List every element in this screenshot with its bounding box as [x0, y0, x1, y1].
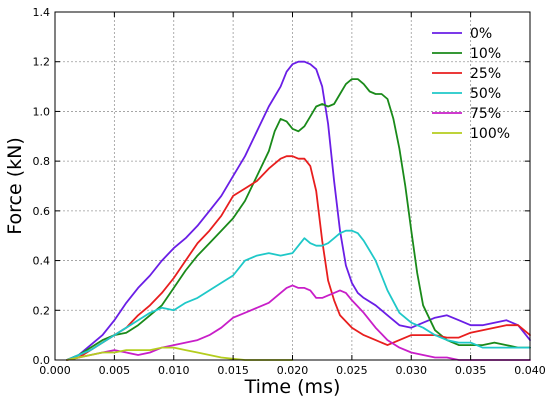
series-line-5: [66, 346, 294, 361]
x-tick-label: 0.020: [277, 364, 309, 377]
y-tick-label: 0.4: [33, 255, 51, 268]
legend-label-2: 25%: [470, 66, 501, 82]
legend-label-5: 100%: [470, 126, 510, 142]
x-axis-title: Time (ms): [244, 376, 341, 398]
x-tick-label: 0.040: [514, 364, 546, 377]
y-tick-label: 0.2: [33, 304, 51, 317]
series-line-0: [66, 60, 531, 361]
y-tick-label: 0.8: [33, 155, 51, 168]
series-line-3: [66, 229, 531, 361]
x-tick-label: 0.030: [396, 364, 428, 377]
legend-label-3: 50%: [470, 86, 501, 102]
x-tick-label: 0.000: [39, 364, 71, 377]
x-tick-label: 0.025: [336, 364, 368, 377]
x-tick-label: 0.035: [455, 364, 487, 377]
legend-label-1: 10%: [470, 46, 501, 62]
series-line-2: [66, 155, 531, 361]
y-tick-label: 1.4: [33, 6, 51, 19]
y-tick-label: 1.2: [33, 56, 51, 69]
grid: [55, 12, 530, 360]
y-tick-label: 0.6: [33, 205, 51, 218]
legend-label-0: 0%: [470, 26, 492, 42]
x-tick-label: 0.005: [99, 364, 131, 377]
legend-label-4: 75%: [470, 106, 501, 122]
series-line-4: [66, 284, 531, 361]
series-line-1: [66, 78, 531, 361]
y-tick-label: 1.0: [33, 105, 51, 118]
x-tick-label: 0.010: [158, 364, 190, 377]
legend: 0% 10% 25% 50% 75% 100%: [432, 26, 510, 142]
y-tick-label: 0.0: [33, 354, 51, 367]
y-axis-title: Force (kN): [4, 137, 26, 235]
series-lines: [66, 60, 531, 361]
x-tick-label: 0.015: [217, 364, 249, 377]
axis-ticks: 0.000 0.005 0.010 0.015 0.020 0.025 0.030 0.035…: [33, 6, 546, 377]
